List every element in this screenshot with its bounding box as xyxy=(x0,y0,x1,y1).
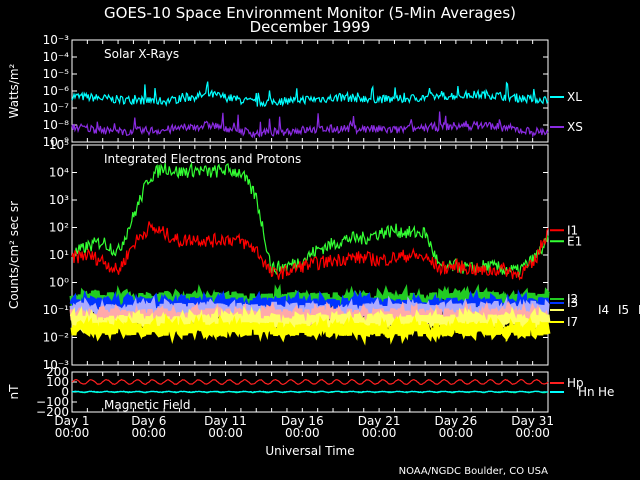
series-line-xl xyxy=(71,81,549,108)
series-line-i7 xyxy=(70,312,551,346)
legend-label-i4: I4 xyxy=(598,303,609,317)
x-tick-time: 00:00 xyxy=(131,426,166,440)
y-axis-label: nT xyxy=(7,384,21,400)
x-axis-label: Universal Time xyxy=(265,444,354,458)
y-tick-label: 10⁵ xyxy=(49,138,69,152)
x-tick-label: Day 11 xyxy=(204,414,247,428)
legend-label-i6: I6 xyxy=(638,303,640,317)
legend-label-hp: Hp xyxy=(567,376,584,390)
x-tick-time: 00:00 xyxy=(55,426,90,440)
series-line-xs xyxy=(71,111,549,139)
y-tick-label: 10⁻⁷ xyxy=(43,101,70,115)
legend-label-i1: I1 xyxy=(567,223,578,237)
series-line-hp xyxy=(71,378,549,386)
legend-label-e1: E1 xyxy=(567,234,582,248)
y-tick-label: −100 xyxy=(36,395,69,409)
x-tick-time: 00:00 xyxy=(285,426,320,440)
y-tick-label: 200 xyxy=(46,365,69,379)
y-tick-label: 10⁻³ xyxy=(43,358,70,372)
legend-label-i2: I2 xyxy=(567,292,578,306)
y-tick-label: 10⁻³ xyxy=(43,33,70,47)
x-tick-label: Day 16 xyxy=(281,414,324,428)
y-axis-label: Watts/m² xyxy=(7,63,21,118)
x-tick-time: 00:00 xyxy=(439,426,474,440)
y-tick-label: 10⁰ xyxy=(49,276,69,290)
panel-2: 10⁵ 10⁴ 10³ 10² 10¹ 10⁰ 10⁻¹ 10⁻² 10⁻³ Counts/cm²… xyxy=(7,138,640,372)
y-axis-label: Counts/cm² sec sr xyxy=(7,201,21,309)
y-tick-label: 10⁻² xyxy=(43,331,70,345)
y-tick-label: 10³ xyxy=(49,193,69,207)
y-tick-label: 10⁴ xyxy=(49,166,69,180)
y-tick-label: 10⁻⁴ xyxy=(43,50,70,64)
series-line-i1 xyxy=(71,221,549,281)
panel-1: 10⁻³ 10⁻⁴ 10⁻⁵ 10⁻⁶ 10⁻⁷ 10⁻⁸ 10⁻⁹ Watts/m² Sola… xyxy=(7,33,583,149)
x-tick-label: Day 1 xyxy=(54,414,89,428)
y-tick-label: 10² xyxy=(49,221,69,235)
panel-label: Integrated Electrons and Protons xyxy=(104,152,301,166)
series-line-he xyxy=(71,390,549,393)
y-tick-label: 10⁻⁹ xyxy=(43,135,70,149)
x-tick-label: Day 21 xyxy=(358,414,401,428)
legend-label-i3: I3 xyxy=(567,296,578,310)
panel-label: Solar X-Rays xyxy=(104,47,179,61)
x-tick-time: 00:00 xyxy=(515,426,550,440)
legend-label-hn: Hn xyxy=(578,385,595,399)
x-tick-label: Day 26 xyxy=(434,414,477,428)
panel-label: Magnetic Field xyxy=(104,398,190,412)
chart-subtitle: December 1999 xyxy=(250,18,371,36)
chart-title: GOES-10 Space Environment Monitor (5-Min… xyxy=(104,4,516,22)
y-tick-label: −200 xyxy=(36,405,69,419)
legend-label-xl: XL xyxy=(567,90,582,104)
legend-label-i5: I5 xyxy=(618,303,629,317)
legend-label-xs: XS xyxy=(567,120,583,134)
y-tick-label: 0 xyxy=(61,385,69,399)
y-tick-label: 10⁻¹ xyxy=(43,303,70,317)
y-tick-label: 10⁻⁸ xyxy=(43,118,70,132)
credit-text: NOAA/NGDC Boulder, CO USA xyxy=(399,466,549,477)
x-tick-label: Day 31 xyxy=(511,414,554,428)
legend-label-i7: I7 xyxy=(567,315,578,329)
x-tick-label: Day 6 xyxy=(131,414,166,428)
y-tick-label: 10⁻⁵ xyxy=(43,67,70,81)
legend-label-he: He xyxy=(598,385,614,399)
y-tick-label: 10¹ xyxy=(49,248,69,262)
series-line-e1 xyxy=(71,161,549,278)
x-tick-time: 00:00 xyxy=(362,426,397,440)
y-tick-label: 10⁻⁶ xyxy=(43,84,70,98)
x-tick-time: 00:00 xyxy=(208,426,243,440)
y-tick-label: 100 xyxy=(46,375,69,389)
